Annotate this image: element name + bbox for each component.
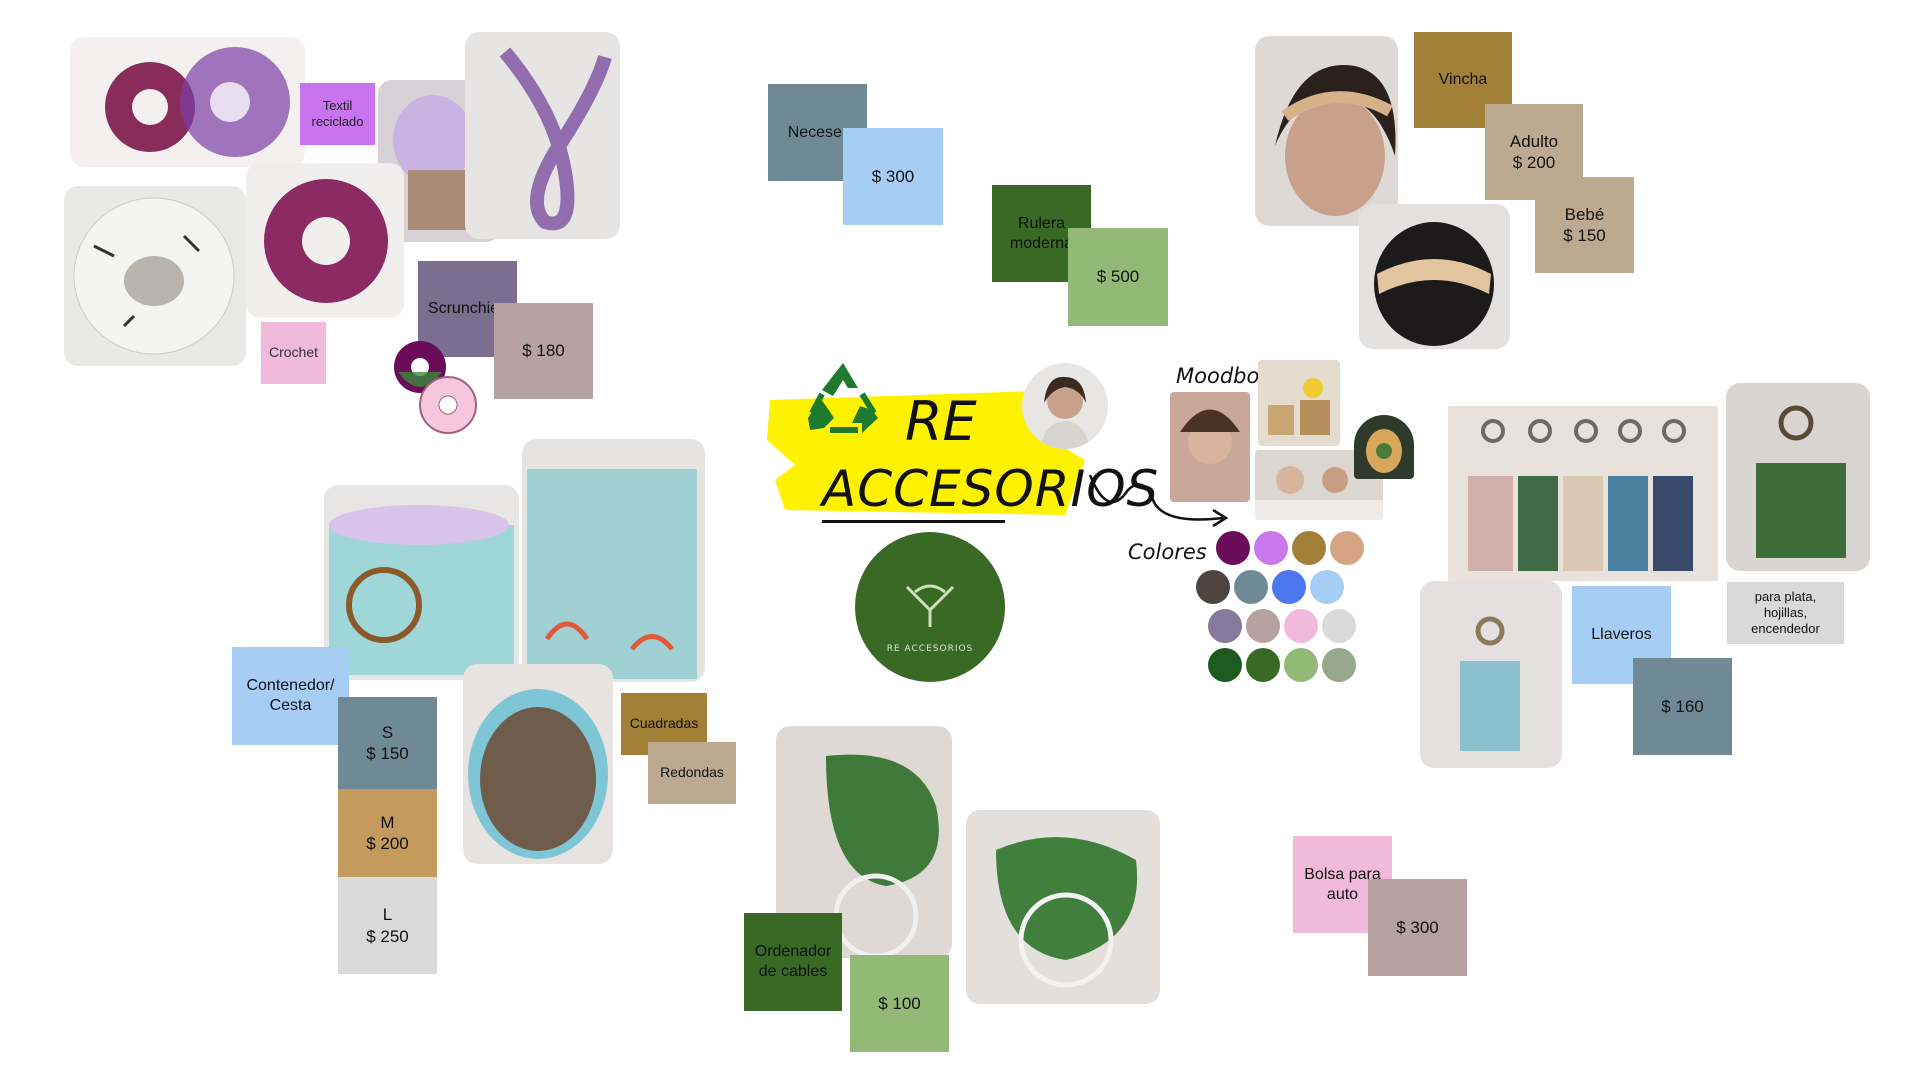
moodboard-photo-family xyxy=(1255,450,1383,520)
neceser-price: $ 300 xyxy=(843,128,943,225)
llavero-single-photo xyxy=(1420,581,1562,768)
color-swatch xyxy=(1284,648,1318,682)
textil-reciclado-note: Textil reciclado xyxy=(300,83,375,145)
cable-organizer-photo-2 xyxy=(966,810,1160,1004)
size-l-price: L $ 250 xyxy=(338,877,437,974)
color-swatch xyxy=(1310,570,1344,604)
crochet-note: Crochet xyxy=(261,322,326,384)
vincha-baby-photo xyxy=(1359,204,1510,349)
title-line-1: RE xyxy=(905,390,977,453)
moodboard-photo-keychain xyxy=(1354,415,1414,479)
colores-label: Colores xyxy=(1128,540,1207,564)
vincha-bebe-price: Bebé $ 150 xyxy=(1535,177,1634,273)
cable-organizer-photo-1 xyxy=(776,726,952,958)
vincha-adult-photo xyxy=(1255,36,1398,226)
title-line-2: ACCESORIOS xyxy=(822,460,1160,518)
color-swatch xyxy=(1208,609,1242,643)
color-swatch xyxy=(1284,609,1318,643)
bow-scrunchie-photo xyxy=(465,32,620,239)
ordenador-price: $ 100 xyxy=(850,955,949,1052)
bolsa-price: $ 300 xyxy=(1368,879,1467,976)
color-swatch xyxy=(1272,570,1306,604)
color-swatch xyxy=(1216,531,1250,565)
color-swatch xyxy=(1292,531,1326,565)
llavero-pouch-photo xyxy=(1726,383,1870,571)
scrunchie-illustration xyxy=(388,337,488,437)
basket-fish-photo xyxy=(522,439,705,682)
avatar xyxy=(1022,363,1108,449)
title-highlight xyxy=(765,385,1095,520)
scrunchies-price: $ 180 xyxy=(494,303,593,399)
printed-scrunchie-photo xyxy=(64,186,246,366)
color-swatch xyxy=(1254,531,1288,565)
arrow-to-moodboard xyxy=(1088,470,1238,530)
color-swatch xyxy=(1246,609,1280,643)
brand-logo-text: RE ACCESORIOS xyxy=(886,644,974,654)
llaveros-price: $ 160 xyxy=(1633,658,1732,755)
rulera-price: $ 500 xyxy=(1068,228,1168,326)
color-swatch xyxy=(1322,648,1356,682)
basket-wheel-photo xyxy=(324,485,519,680)
color-swatch xyxy=(1208,648,1242,682)
size-s-price: S $ 150 xyxy=(338,697,437,789)
llaveros-note: para plata, hojillas, encendedor xyxy=(1727,582,1844,644)
llaveros-group-photo xyxy=(1448,406,1718,581)
contenedor-label: Contenedor/ Cesta xyxy=(232,647,349,745)
moodboard-photo-baskets xyxy=(1258,360,1340,446)
color-swatch xyxy=(1330,531,1364,565)
redondas-note: Redondas xyxy=(648,742,736,804)
recycle-icon xyxy=(800,358,886,438)
moodboard-photo-model xyxy=(1170,392,1250,502)
color-swatch xyxy=(1322,609,1356,643)
color-swatch xyxy=(1196,570,1230,604)
crochet-scrunchie-photo xyxy=(246,163,404,318)
round-basket-photo xyxy=(463,664,613,864)
color-swatch xyxy=(1246,648,1280,682)
title-underline xyxy=(822,520,1005,523)
size-m-price: M $ 200 xyxy=(338,789,437,877)
ordenador-label: Ordenador de cables xyxy=(744,913,842,1011)
color-swatch xyxy=(1234,570,1268,604)
purple-scrunchies-photo xyxy=(70,37,305,167)
brand-logo: RE ACCESORIOS xyxy=(855,532,1005,682)
